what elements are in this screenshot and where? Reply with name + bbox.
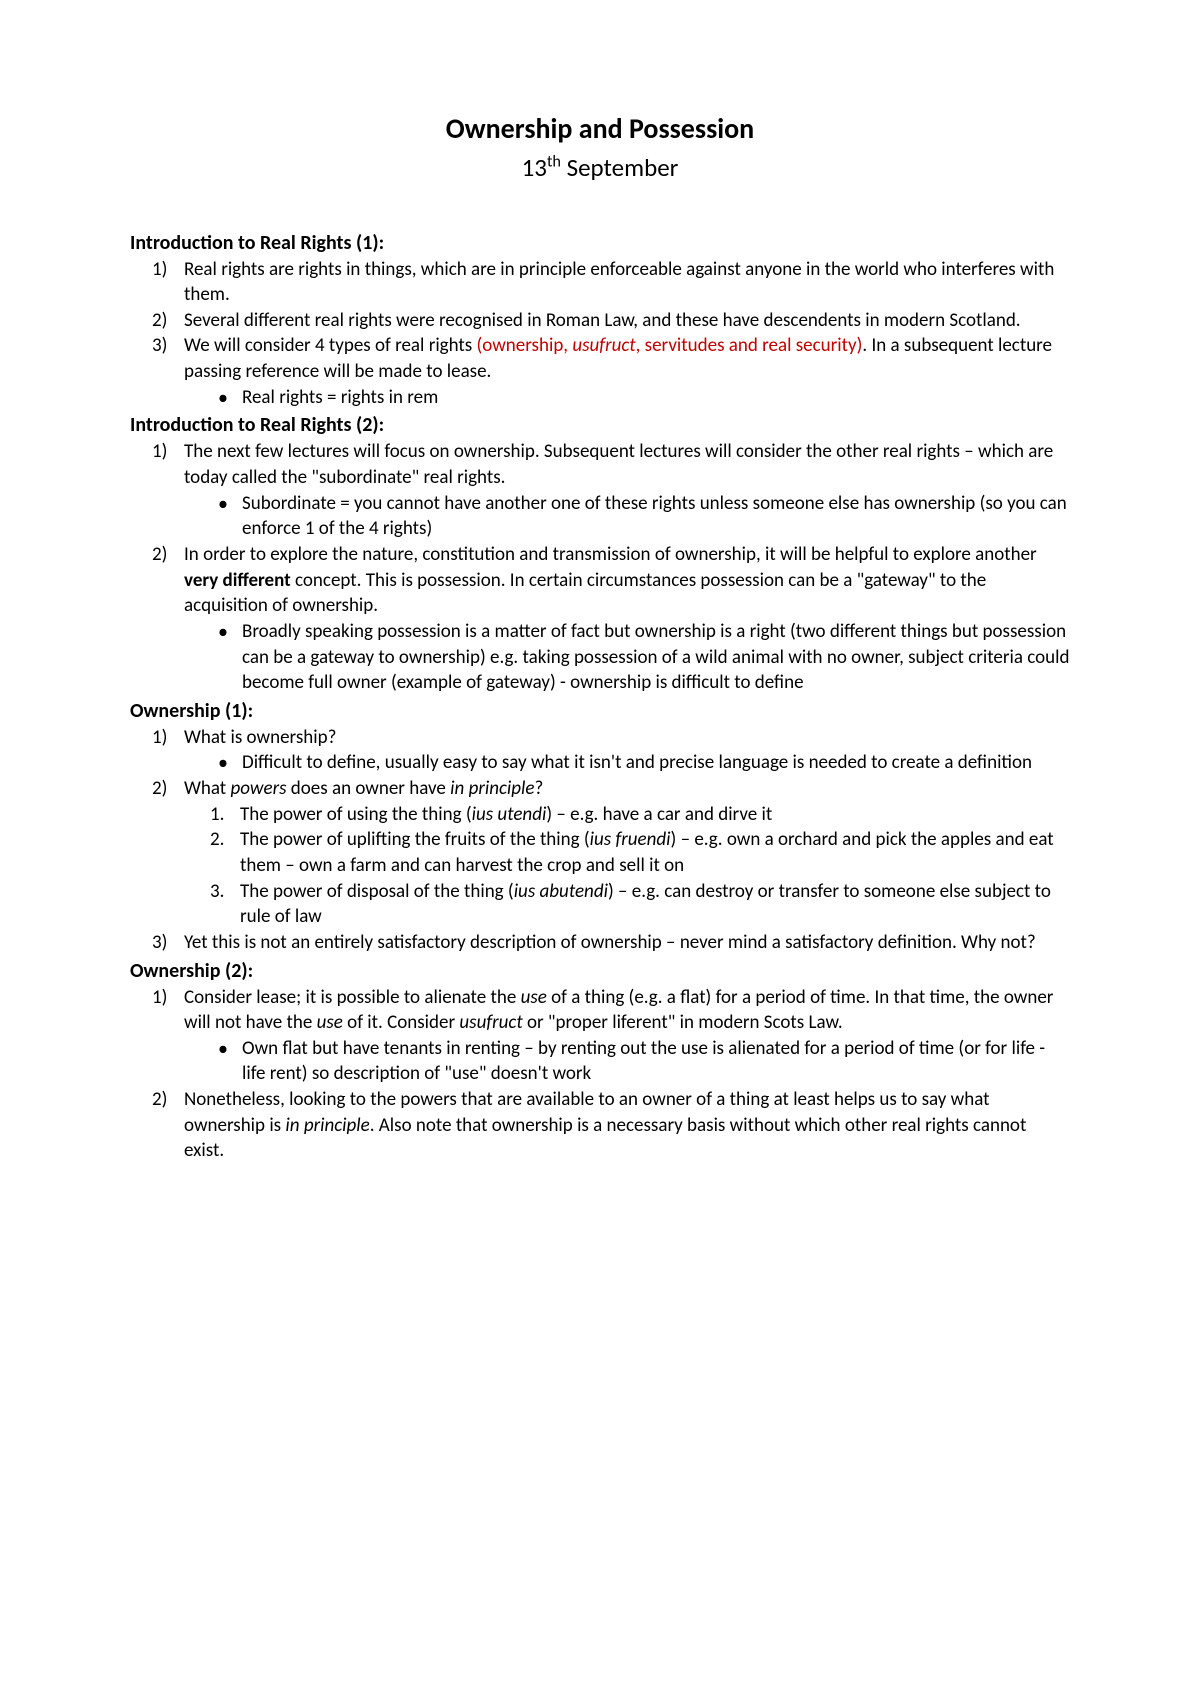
section-heading-intro1: Introduction to Real Rights (1): bbox=[130, 230, 1070, 257]
list-item: 2) In order to explore the nature, const… bbox=[184, 542, 1070, 696]
section-heading-own1: Ownership (1): bbox=[130, 698, 1070, 725]
section-heading-intro2: Introduction to Real Rights (2): bbox=[130, 412, 1070, 439]
list-item: 1.The power of using the thing (ius uten… bbox=[240, 802, 1070, 828]
list-item: 1)Real rights are rights in things, whic… bbox=[184, 257, 1070, 308]
list-own2: 1) Consider lease; it is possible to ali… bbox=[130, 985, 1070, 1164]
list-item: 3)Yet this is not an entirely satisfacto… bbox=[184, 930, 1070, 956]
list-item: 3.The power of disposal of the thing (iu… bbox=[240, 879, 1070, 930]
page-title: Ownership and Possession bbox=[130, 110, 1070, 148]
list-item: Difficult to define, usually easy to say… bbox=[242, 750, 1070, 776]
list-own1: 1)What is ownership? Difficult to define… bbox=[130, 725, 1070, 956]
list-item: 1) Consider lease; it is possible to ali… bbox=[184, 985, 1070, 1088]
list-item: Subordinate = you cannot have another on… bbox=[242, 491, 1070, 542]
list-item: 2.The power of uplifting the fruits of t… bbox=[240, 827, 1070, 878]
list-item: 2) Nonetheless, looking to the powers th… bbox=[184, 1087, 1070, 1164]
list-item: 2) What powers does an owner have in pri… bbox=[184, 776, 1070, 930]
section-heading-own2: Ownership (2): bbox=[130, 958, 1070, 985]
list-item: Own flat but have tenants in renting – b… bbox=[242, 1036, 1070, 1087]
page-subtitle: 13th September bbox=[130, 151, 1070, 185]
list-item: 3) We will consider 4 types of real righ… bbox=[184, 333, 1070, 410]
list-intro2: 1)The next few lectures will focus on ow… bbox=[130, 439, 1070, 695]
list-intro1: 1)Real rights are rights in things, whic… bbox=[130, 257, 1070, 411]
list-item: Real rights = rights in rem bbox=[242, 385, 1070, 411]
list-item: 1)The next few lectures will focus on ow… bbox=[184, 439, 1070, 542]
list-item: Broadly speaking possession is a matter … bbox=[242, 619, 1070, 696]
list-item: 2)Several different real rights were rec… bbox=[184, 308, 1070, 334]
list-item: 1)What is ownership? Difficult to define… bbox=[184, 725, 1070, 776]
